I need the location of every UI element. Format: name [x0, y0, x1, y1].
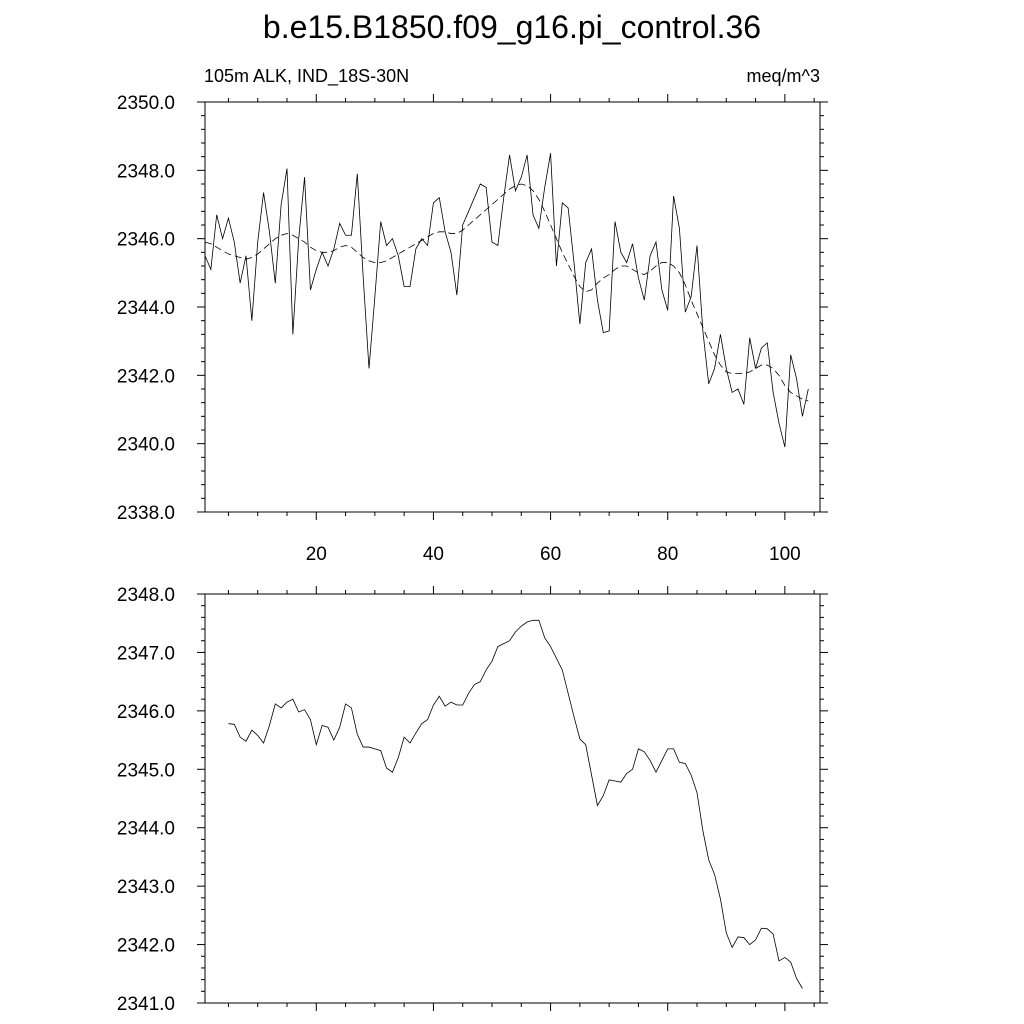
bottom-y-tick-label: 2343.0	[117, 877, 175, 898]
top-x-tick-label: 40	[423, 544, 444, 565]
bottom-y-tick-label: 2342.0	[117, 936, 175, 957]
bottom-y-tick-label: 2348.0	[117, 585, 175, 606]
top-plot-frame	[204, 101, 821, 513]
bottom-y-tick-label: 2345.0	[117, 760, 175, 781]
top-y-tick-label: 2338.0	[117, 503, 175, 524]
top-y-tick-label: 2350.0	[117, 93, 175, 114]
top-series-line-solid	[204, 153, 809, 448]
top-y-tick-label: 2340.0	[117, 435, 175, 456]
chart-title: b.e15.B1850.f09_g16.pi_control.36	[263, 9, 761, 45]
top-y-tick-label: 2348.0	[117, 161, 175, 182]
bottom-y-tick-label: 2346.0	[117, 702, 175, 723]
bottom-y-tick-label: 2347.0	[117, 643, 175, 664]
top-x-tick-label: 80	[657, 544, 678, 565]
top-series-line-dashed	[204, 183, 809, 402]
top-y-tick-label: 2344.0	[117, 298, 175, 319]
bottom-plot-frame	[204, 593, 821, 1004]
top-x-tick-label: 100	[769, 544, 801, 565]
bottom-y-tick-label: 2341.0	[117, 994, 175, 1015]
top-panel: 2338.0 2340.0 2342.0 2344.0 2346.0 2348.0 2350…	[117, 93, 828, 565]
top-y-tick-label: 2342.0	[117, 366, 175, 387]
bottom-panel: 2341.0 2342.0 2343.0 2344.0 2345.0 2346.0 2347…	[117, 585, 828, 1015]
bottom-series-line-solid	[228, 619, 803, 989]
units-label: meq/m^3	[747, 66, 820, 86]
top-x-tick-label: 60	[540, 544, 561, 565]
left-subtitle: 105m ALK, IND_18S-30N	[204, 66, 409, 87]
bottom-y-tick-label: 2344.0	[117, 819, 175, 840]
top-x-tick-label: 20	[306, 544, 327, 565]
top-y-tick-label: 2346.0	[117, 230, 175, 251]
